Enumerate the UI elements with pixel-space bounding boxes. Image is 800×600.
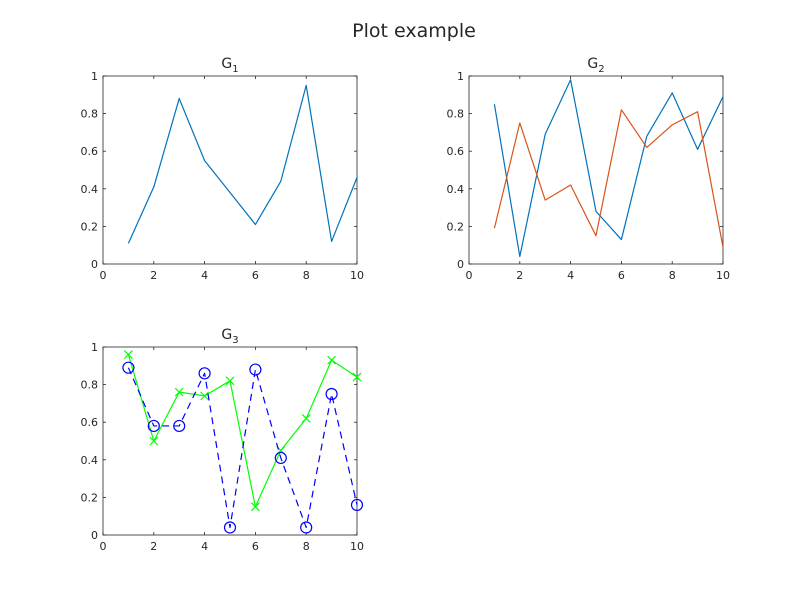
y-tick-label: 0.8: [81, 379, 99, 392]
data-point-circle: [198, 367, 211, 380]
data-point-x: [301, 414, 311, 423]
y-tick-label: 0.4: [81, 454, 99, 467]
y-tick-label: 0.8: [447, 108, 465, 121]
y-tick-label: 0.6: [81, 145, 99, 158]
x-tick-label: 0: [100, 540, 107, 553]
series-line-2: [127, 367, 358, 529]
data-point-circle: [147, 419, 160, 433]
data-point-x: [352, 372, 362, 382]
data-point-x: [250, 502, 260, 512]
series-line-1: [493, 79, 724, 258]
y-tick-label: 0.2: [447, 220, 465, 233]
data-point-circle: [173, 419, 186, 433]
x-tick-label: 8: [303, 540, 310, 553]
x-tick-label: 6: [252, 269, 259, 282]
data-point-circle: [249, 363, 262, 376]
y-tick-label: 0.6: [447, 145, 465, 158]
data-point-x: [149, 436, 159, 446]
x-tick-label: 2: [516, 269, 523, 282]
y-tick-label: 0.4: [447, 183, 465, 196]
subplot-title-subscript: 3: [232, 335, 238, 346]
axes-box: [468, 75, 724, 265]
series-line-1: [127, 354, 358, 508]
subplot-title: G1: [221, 56, 238, 75]
series-line-2: [493, 109, 724, 248]
axes-box: [102, 75, 358, 265]
x-tick-label: 2: [150, 269, 157, 282]
data-point-x-stroke: [200, 391, 210, 401]
data-point-circle: [274, 451, 287, 465]
data-point-circle: [325, 387, 338, 401]
data-point-circle: [350, 498, 364, 512]
data-point-x-stroke: [352, 372, 362, 382]
data-point-x: [200, 391, 210, 401]
series-line-1: [127, 84, 358, 244]
y-tick-label: 0.4: [81, 183, 99, 196]
y-tick-label: 0: [91, 529, 98, 542]
data-point-circle: [223, 521, 237, 534]
x-tick-label: 0: [466, 269, 473, 282]
data-point-x: [225, 376, 235, 386]
y-tick-label: 0.2: [81, 220, 99, 233]
data-point-x-stroke: [250, 502, 260, 512]
subplot-title: G2: [587, 56, 604, 75]
y-tick-label: 1: [91, 70, 98, 83]
data-point-circle: [122, 361, 135, 374]
data-point-x-stroke: [301, 414, 311, 423]
x-tick-label: 4: [201, 269, 208, 282]
subplot-title-main: G: [221, 56, 232, 72]
data-point-x-stroke: [225, 376, 235, 386]
x-tick-label: 10: [716, 269, 730, 282]
data-point-circle: [300, 521, 313, 534]
subplot-title-main: G: [221, 327, 232, 343]
subplot-3: G3 0 2 4 6 8 10 0 0.2 0.4 0.6 0.8 1: [81, 327, 365, 553]
x-tick-label: 0: [100, 269, 107, 282]
y-tick-label: 1: [91, 341, 98, 354]
data-point-x: [174, 387, 184, 397]
y-tick-label: 1: [457, 70, 464, 83]
y-tick-label: 0: [457, 258, 464, 271]
y-tick-label: 0.8: [81, 108, 99, 121]
data-point-x-stroke: [123, 350, 133, 359]
subplot-title-subscript: 1: [232, 64, 238, 75]
subplot-title-subscript: 2: [598, 64, 604, 75]
x-tick-label: 8: [303, 269, 310, 282]
x-tick-label: 6: [252, 540, 259, 553]
y-tick-label: 0.6: [81, 416, 99, 429]
subplot-title: G3: [221, 327, 238, 346]
x-tick-label: 4: [567, 269, 574, 282]
x-tick-label: 8: [669, 269, 676, 282]
x-tick-label: 10: [350, 540, 364, 553]
data-point-x-stroke: [327, 355, 337, 365]
axes-box: [102, 346, 358, 536]
x-tick-label: 4: [201, 540, 208, 553]
x-tick-label: 6: [618, 269, 625, 282]
y-tick-label: 0: [91, 258, 98, 271]
x-tick-label: 2: [150, 540, 157, 553]
data-point-x-stroke: [174, 387, 184, 397]
y-tick-label: 0.2: [81, 491, 99, 504]
data-point-x-stroke: [149, 436, 159, 446]
data-point-x: [123, 350, 133, 359]
subplot-title-main: G: [587, 56, 598, 72]
x-tick-label: 10: [350, 269, 364, 282]
figure-title: Plot example: [352, 20, 476, 42]
data-point-x: [327, 355, 337, 365]
